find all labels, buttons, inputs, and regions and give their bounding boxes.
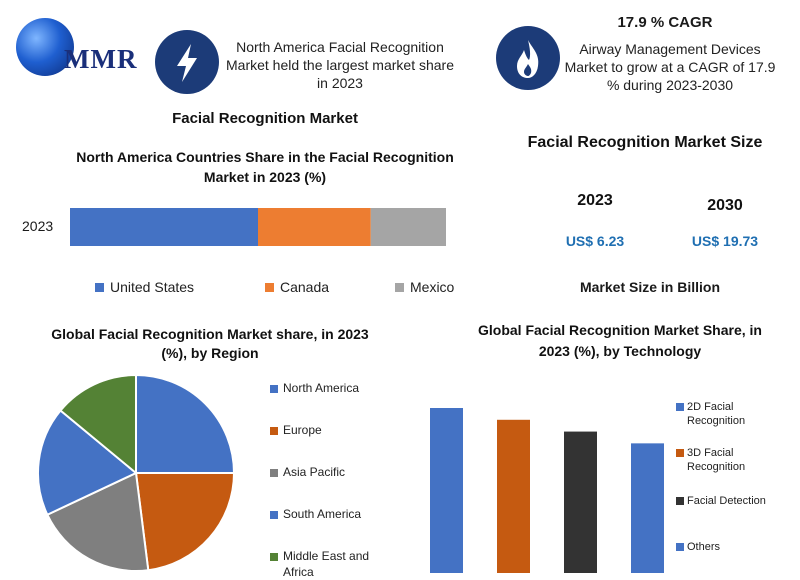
pie-legend-label: Asia Pacific [283, 465, 346, 479]
pie-chart-title: Global Facial Recognition Market share, … [51, 326, 369, 361]
bar-segment-mexico [370, 208, 446, 246]
tech-chart-title: Global Facial Recognition Market Share, … [478, 322, 762, 359]
stacked-bar-chart [70, 208, 446, 246]
legend-swatch [676, 403, 684, 411]
left-header-note: North America Facial Recognition Market … [226, 39, 454, 91]
pie-slice-europe [134, 472, 236, 572]
brand-logo-text: MMR [64, 44, 138, 74]
legend-swatch [676, 449, 684, 457]
pie-legend-label: Europe [283, 423, 322, 437]
pie-legend: North America Europe Asia Pacific South Ame… [270, 380, 395, 580]
pie-legend-label: North America [283, 381, 360, 395]
technology-bar-chart [430, 408, 664, 573]
legend-swatch [270, 511, 278, 519]
bar-others [631, 443, 664, 573]
bar-segment-canada [258, 208, 371, 246]
tech-legend-label: 3D Facial Recognition [687, 447, 746, 473]
pie-slice-south-america [37, 409, 138, 517]
pie-slice-middle-east-and-africa [59, 373, 137, 476]
size-year-2030: 2030 [707, 197, 743, 214]
cagr-title: 17.9 % CAGR [617, 14, 713, 31]
legend-swatch [270, 553, 278, 561]
lightning-icon [155, 30, 219, 94]
legend-label: Mexico [410, 279, 455, 295]
legend-swatch [270, 427, 278, 435]
size-value-2030: US$ 19.73 [691, 233, 759, 249]
legend-item-united-states: United States [95, 279, 194, 295]
size-year-2023: 2023 [577, 192, 613, 209]
market-size-title: Facial Recognition Market Size [527, 134, 763, 151]
tech-legend-label: Others [687, 541, 721, 553]
legend-swatch [676, 497, 684, 505]
legend-item-canada: Canada [265, 279, 329, 295]
stacked-bar-category-label: 2023 [22, 218, 54, 234]
legend-swatch [270, 469, 278, 477]
logo-globe-icon [16, 18, 74, 76]
main-title: Facial Recognition Market [172, 110, 358, 127]
pie-slice-north-america [135, 373, 236, 474]
pie-legend-label: Middle East and Africa [283, 549, 370, 579]
size-value-2023: US$ 6.23 [565, 233, 625, 249]
flame-icon [496, 26, 560, 90]
right-header-note: Airway Management Devices Market to grow… [564, 41, 776, 93]
tech-legend: 2D Facial Recognition 3D Facial Recogniti… [676, 398, 786, 568]
legend-swatch [265, 282, 274, 292]
stacked-chart-title: North America Countries Share in the Fac… [76, 149, 454, 185]
legend-label: United States [110, 279, 195, 295]
legend-swatch [676, 543, 684, 551]
legend-label: Canada [280, 279, 330, 295]
legend-swatch [270, 385, 278, 393]
pie-slice-asia-pacific [45, 471, 150, 572]
legend-swatch [95, 282, 104, 292]
legend-swatch [395, 282, 404, 292]
market-size-unit-label: Market Size in Billion [579, 279, 721, 295]
bar-3d-facial-recognition [497, 419, 530, 573]
legend-item-mexico: Mexico [395, 279, 454, 295]
bar-segment-united-states [70, 208, 258, 246]
tech-legend-label: Facial Detection [687, 495, 766, 507]
bar-facial-detection [564, 431, 597, 573]
region-pie-chart [37, 373, 236, 572]
pie-legend-label: South America [283, 507, 362, 521]
bar-2d-facial-recognition [430, 408, 463, 573]
tech-legend-label: 2D Facial Recognition [687, 401, 746, 427]
